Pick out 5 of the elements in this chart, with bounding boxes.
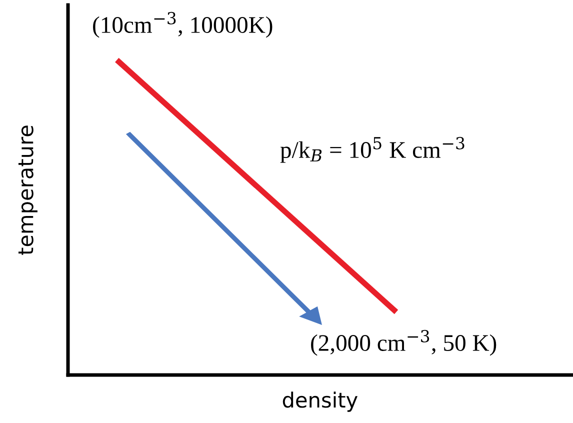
x-axis-title: density [282, 392, 358, 412]
y-axis-title: temperature [18, 126, 38, 255]
annotation: (2,000 cm$^{−3}$, 50 K) [311, 330, 496, 356]
annotation: p/k$_{B}$ = 10$^{5}$ K cm$^{−3}$ [280, 136, 464, 163]
text: (10cm$^{−3}$, 10000K) [93, 12, 272, 38]
